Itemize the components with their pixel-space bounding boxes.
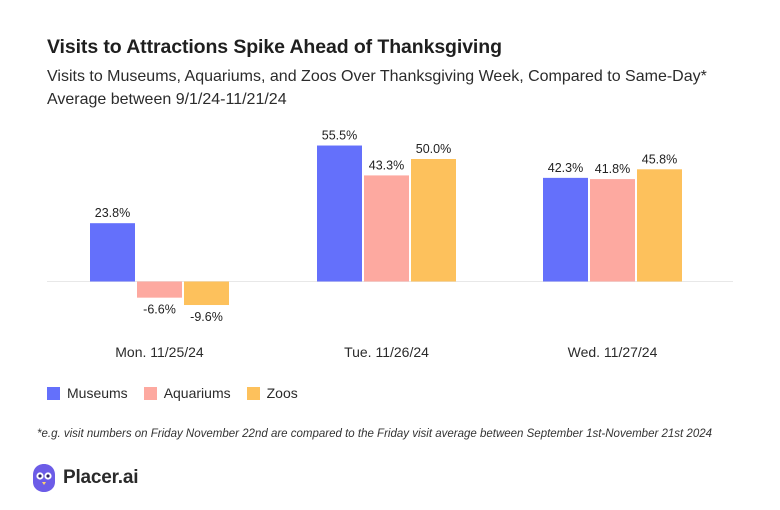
data-label-zoos-1: -9.6% [190,310,223,324]
bar-aquariums-3 [590,179,635,282]
legend-label-museums: Museums [67,385,128,401]
data-label-museums-2: 55.5% [322,129,357,143]
brand-logo: Placer.ai [31,463,139,493]
x-tick-label-1: Mon. 11/25/24 [115,344,204,360]
chart-title: Visits to Attractions Spike Ahead of Tha… [47,36,502,58]
x-tick-label-2: Tue. 11/26/24 [344,344,429,360]
legend-label-zoos: Zoos [266,385,298,401]
data-label-museums-1: 23.8% [95,206,130,220]
chart-subtitle: Visits to Museums, Aquariums, and Zoos O… [47,68,707,108]
data-label-museums-3: 42.3% [548,161,583,175]
brand-name: Placer.ai [63,467,139,488]
data-label-aquariums-3: 41.8% [595,162,630,176]
footnote: *e.g. visit numbers on Friday November 2… [37,428,713,440]
legend-swatch-aquariums [143,386,157,400]
legend-item-aquariums: Aquariums [143,385,231,401]
bar-zoos-1 [184,281,229,306]
data-label-aquariums-1: -6.6% [143,303,176,317]
x-tick-label-3: Wed. 11/27/24 [568,344,658,360]
legend-item-museums: Museums [47,385,128,401]
data-label-zoos-2: 50.0% [416,142,451,156]
legend-swatch-zoos [246,386,260,400]
bar-zoos-3 [637,169,682,282]
bar-museums-1 [90,223,135,282]
bar-aquariums-2 [364,175,409,282]
legend-label-aquariums: Aquariums [163,385,231,401]
placer-owl-icon [33,464,55,492]
legend-item-zoos: Zoos [246,385,298,401]
bar-museums-3 [543,177,588,282]
data-label-aquariums-2: 43.3% [369,158,404,172]
data-label-zoos-3: 45.8% [642,152,677,166]
bar-zoos-2 [411,159,456,282]
legend-swatch-museums [47,386,60,400]
chart-legend: Museums Aquariums Zoos [47,385,314,401]
bar-museums-2 [317,145,362,282]
bar-aquariums-1 [137,281,182,298]
